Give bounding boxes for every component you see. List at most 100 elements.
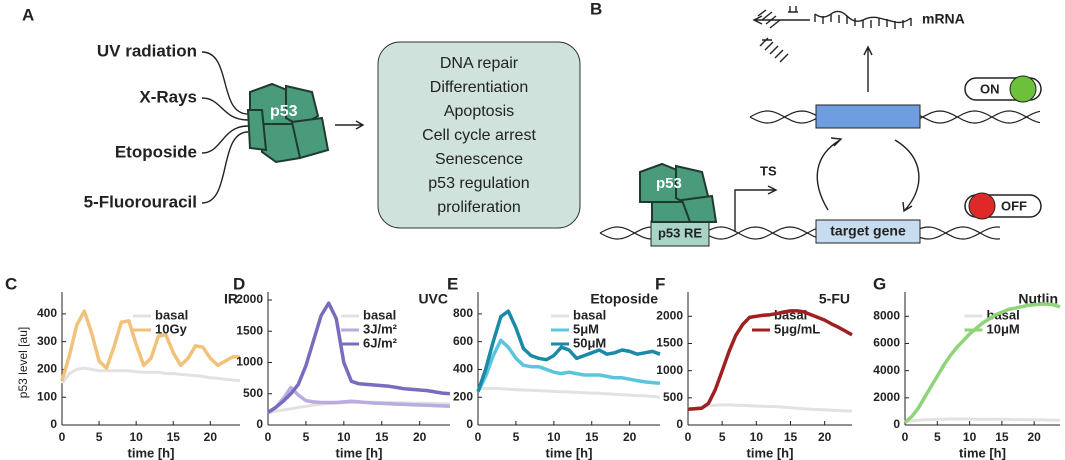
y-tick-label: 0 bbox=[466, 417, 473, 431]
x-tick-label: 5 bbox=[934, 430, 941, 444]
legend-label: 10Gy bbox=[155, 321, 188, 336]
ts-label: TS bbox=[760, 163, 777, 178]
x-axis-label: time [h] bbox=[747, 445, 794, 460]
panel-letter: B bbox=[590, 0, 602, 18]
legend-label: basal bbox=[573, 307, 606, 322]
y-tick-label: 1000 bbox=[236, 355, 263, 369]
y-tick-label: 0 bbox=[676, 417, 683, 431]
y-tick-label: 500 bbox=[663, 390, 683, 404]
y-tick-label: 500 bbox=[243, 386, 263, 400]
outcome: Apoptosis bbox=[444, 103, 514, 120]
series-line bbox=[904, 417, 1061, 424]
mrna-label: mRNA bbox=[922, 11, 965, 27]
panel-letter: E bbox=[447, 274, 458, 293]
x-axis-label: time [h] bbox=[336, 445, 383, 460]
panel-letter: C bbox=[5, 274, 17, 293]
y-tick-label: 400 bbox=[453, 362, 473, 376]
legend-label: 3J/m² bbox=[363, 321, 398, 336]
y-tick-label: 2000 bbox=[236, 292, 263, 306]
y-tick-label: 2000 bbox=[873, 390, 900, 404]
active-gene bbox=[815, 104, 921, 129]
x-tick-label: 15 bbox=[375, 430, 389, 444]
y-tick-label: 800 bbox=[453, 306, 473, 320]
x-tick-label: 5 bbox=[303, 430, 310, 444]
outcome-list: DNA repair Differentiation Apoptosis Cell c… bbox=[422, 55, 536, 216]
y-tick-label: 200 bbox=[453, 389, 473, 403]
panel-letter: D bbox=[233, 274, 245, 293]
toggle-knob bbox=[1009, 75, 1037, 103]
x-tick-label: 15 bbox=[784, 430, 798, 444]
outcome: proliferation bbox=[437, 199, 521, 216]
arrow bbox=[752, 15, 810, 25]
p53-protein bbox=[639, 162, 718, 223]
re-box bbox=[650, 220, 710, 247]
x-axis-label: time [h] bbox=[546, 445, 593, 460]
outcome: Cell cycle arrest bbox=[422, 127, 536, 144]
toggle-knob bbox=[968, 192, 996, 220]
p53-protein bbox=[246, 82, 330, 164]
legend-label: basal bbox=[987, 307, 1020, 322]
mrna-bases bbox=[814, 14, 912, 29]
legend-label: 50μM bbox=[573, 335, 606, 350]
series-line bbox=[60, 309, 240, 382]
y-tick-label: 300 bbox=[37, 334, 57, 348]
line-chart: E 0 200 400 600 800 0 5 10 15 20 time [h] Etoposideb… bbox=[447, 274, 661, 460]
y-tick-label: 8000 bbox=[873, 308, 900, 322]
outcome: Senescence bbox=[435, 151, 523, 168]
toggle-label: ON bbox=[980, 81, 1000, 96]
x-tick-label: 10 bbox=[963, 430, 977, 444]
x-tick-label: 20 bbox=[818, 430, 832, 444]
series-line bbox=[903, 302, 1061, 424]
x-tick-label: 20 bbox=[1027, 430, 1041, 444]
chart-title: UVC bbox=[418, 291, 448, 307]
y-tick-label: 2000 bbox=[656, 308, 683, 322]
stimulus: X-Rays bbox=[139, 87, 197, 106]
x-tick-label: 5 bbox=[513, 430, 520, 444]
x-tick-label: 0 bbox=[59, 430, 66, 444]
y-tick-label: 1000 bbox=[656, 363, 683, 377]
outcome-box bbox=[377, 41, 581, 229]
y-tick-label: 0 bbox=[50, 417, 57, 431]
re-label: p53 RE bbox=[658, 225, 702, 240]
y-axis-label: p53 level [au] bbox=[16, 327, 30, 398]
x-tick-label: 15 bbox=[167, 430, 181, 444]
x-tick-label: 20 bbox=[204, 430, 218, 444]
chart-title: Etoposide bbox=[590, 291, 658, 307]
legend-label: basal bbox=[363, 307, 396, 322]
panel-letter: A bbox=[22, 5, 34, 24]
series-line bbox=[267, 385, 451, 414]
outcome: p53 regulation bbox=[428, 175, 529, 192]
series-line bbox=[476, 309, 661, 393]
y-tick-label: 200 bbox=[37, 362, 57, 376]
protein-label: p53 bbox=[656, 175, 682, 192]
x-tick-label: 10 bbox=[129, 430, 143, 444]
line-chart: C 0 100 200 300 400 0 5 10 15 20 time [h] p53 level … bbox=[5, 274, 241, 460]
series-line bbox=[60, 366, 241, 385]
panel-b: B mRNA target gene p53 RE p53 TS ON OFF bbox=[590, 0, 1042, 247]
target-gene-box bbox=[815, 219, 921, 244]
stimulus: 5-Fluorouracil bbox=[84, 192, 197, 211]
legend-label: 5μM bbox=[573, 321, 599, 336]
stimulus: UV radiation bbox=[97, 41, 197, 60]
arrow bbox=[863, 45, 873, 92]
x-tick-label: 0 bbox=[902, 430, 909, 444]
legend-label: 5μg/mL bbox=[774, 321, 820, 336]
outcome: Differentiation bbox=[430, 79, 528, 96]
stimulus-lines bbox=[201, 51, 249, 204]
protein-label: p53 bbox=[270, 103, 298, 120]
panel-letter: F bbox=[655, 274, 665, 293]
ts-arrow bbox=[734, 185, 778, 232]
x-axis-label: time [h] bbox=[128, 445, 175, 460]
x-tick-label: 5 bbox=[96, 430, 103, 444]
x-tick-label: 0 bbox=[475, 430, 482, 444]
arrow bbox=[894, 139, 920, 213]
panel-a: A UV radiation X-Rays Etoposide 5-Fluoro… bbox=[22, 5, 581, 229]
y-tick-label: 0 bbox=[256, 417, 263, 431]
y-tick-label: 6000 bbox=[873, 336, 900, 350]
x-tick-label: 15 bbox=[585, 430, 599, 444]
toggle-label: OFF bbox=[1001, 198, 1027, 213]
series-line bbox=[267, 301, 451, 414]
